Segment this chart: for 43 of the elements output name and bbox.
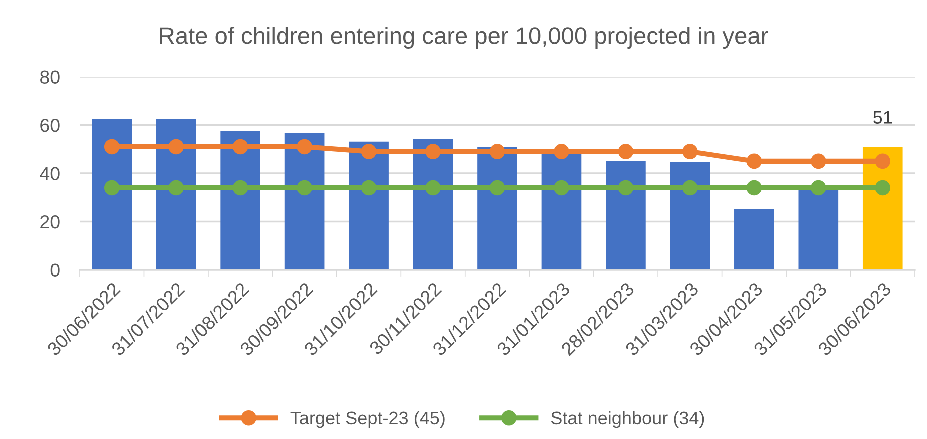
point [426,144,441,160]
point [618,144,634,160]
point [811,154,826,170]
point [618,180,634,196]
point [490,180,506,196]
y-tick-label: 60 [40,118,60,132]
y-tick-label: 0 [50,264,60,277]
point [297,180,312,196]
point [746,154,762,170]
point [811,180,826,196]
bar [92,119,132,270]
point [875,154,891,170]
point [682,180,698,196]
y-tick-label: 20 [40,215,60,229]
point [682,144,698,160]
point [297,139,312,155]
point [490,144,506,160]
point [104,139,120,155]
bar [798,190,839,270]
point [554,180,570,196]
point [104,180,120,196]
chart-title: Rate of children entering care per 10,000 projected in year [160,26,768,50]
bar [862,146,903,270]
point [232,139,248,155]
y-tick-label: 40 [40,167,60,180]
point [875,180,891,196]
legend-label: Target Sept-23 (45) [290,411,445,428]
point [361,144,377,160]
point [746,180,762,196]
point [168,139,184,155]
point [168,180,184,196]
bar [156,119,196,270]
bar [670,162,710,270]
data-label: 51 [874,111,892,124]
bar [606,161,646,270]
bar [734,209,774,270]
point [232,180,248,196]
legend-label: Stat neighbour (34) [551,411,704,428]
point [361,180,377,196]
point [554,144,570,160]
y-tick-label: 80 [40,70,60,84]
point [426,180,441,196]
bar [220,131,260,270]
